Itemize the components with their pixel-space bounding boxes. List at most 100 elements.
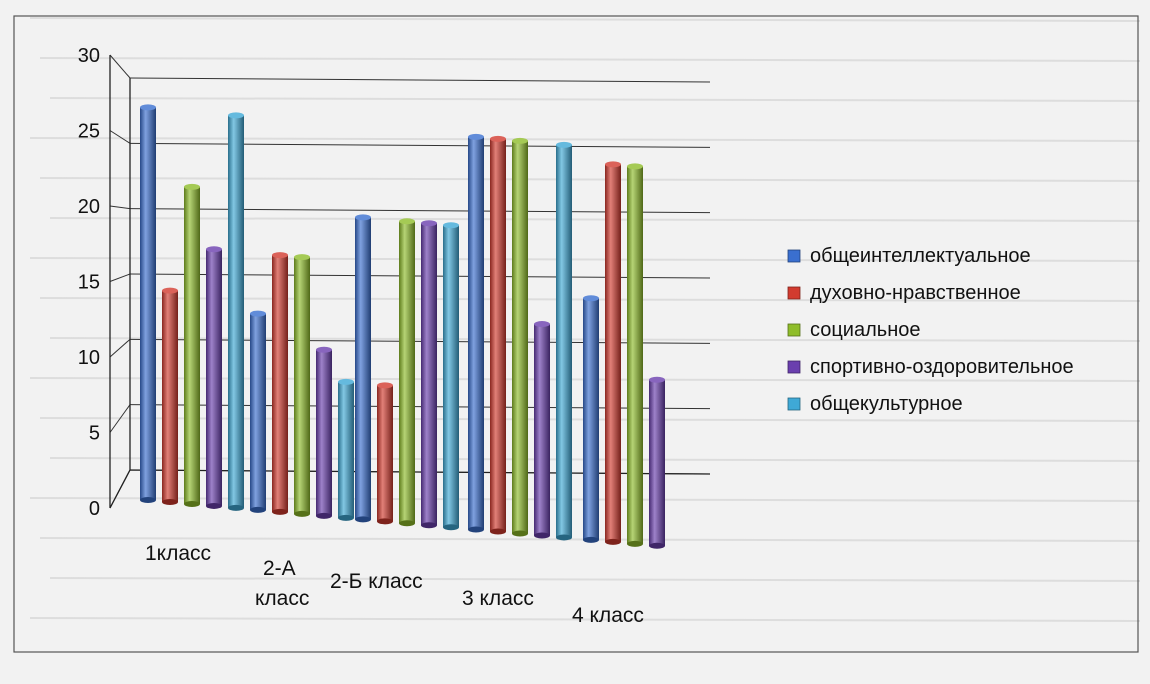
- bar: [377, 382, 393, 524]
- bar: [649, 377, 665, 549]
- bar: [421, 220, 437, 528]
- gridline-side: [110, 339, 130, 357]
- bar-body: [534, 324, 550, 535]
- bar-body: [490, 139, 506, 532]
- legend-swatch: [788, 398, 800, 410]
- legend-item: духовно-нравственное: [788, 282, 1021, 304]
- bar-body: [605, 164, 621, 541]
- bar-body: [228, 115, 244, 508]
- bar: [468, 134, 484, 533]
- legend-item: общекультурное: [788, 393, 963, 415]
- bar-bottom: [355, 516, 371, 522]
- bar-bottom: [294, 511, 310, 517]
- bar-top: [162, 288, 178, 294]
- bar-body: [556, 145, 572, 538]
- bar-body: [162, 291, 178, 502]
- bar-bottom: [206, 503, 222, 509]
- legend-item: общеинтеллектуальное: [788, 245, 1031, 267]
- bar-bottom: [250, 507, 266, 513]
- background-text-line: [30, 18, 1140, 21]
- gridline: [130, 143, 710, 147]
- gridline: [130, 209, 710, 213]
- y-tick-label: 25: [78, 121, 100, 143]
- bar: [272, 252, 288, 515]
- legend-swatch: [788, 287, 800, 299]
- legend: общеинтеллектуальное духовно-нравственное…: [788, 245, 1074, 415]
- background-text-line: [50, 98, 1140, 101]
- bar: [162, 288, 178, 505]
- y-tick-label: 20: [78, 196, 100, 218]
- bar-body: [294, 257, 310, 514]
- bar: [184, 184, 200, 507]
- legend-swatch: [788, 250, 800, 262]
- bar: [355, 214, 371, 522]
- y-tick-label: 30: [78, 45, 100, 67]
- bar-top: [583, 295, 599, 301]
- bar: [228, 112, 244, 511]
- bar-body: [399, 221, 415, 523]
- bar-top: [399, 218, 415, 224]
- bar-bottom: [468, 527, 484, 533]
- background-text-line: [30, 138, 1140, 141]
- bar-body: [649, 380, 665, 546]
- bar-top: [377, 382, 393, 388]
- bar-bottom: [512, 530, 528, 536]
- background-text-line: [50, 218, 1140, 221]
- bar-bottom: [272, 509, 288, 515]
- y-tick-label: 10: [78, 347, 100, 369]
- bar-top: [184, 184, 200, 190]
- legend-swatch: [788, 361, 800, 373]
- y-tick-label: 0: [89, 498, 100, 520]
- bar: [316, 347, 332, 519]
- bar-top: [355, 214, 371, 220]
- bar: [250, 311, 266, 513]
- gridline: [130, 78, 710, 82]
- legend-item: спортивно-оздоровительное: [788, 356, 1074, 378]
- bar-body: [443, 225, 459, 527]
- bar-body: [627, 166, 643, 544]
- legend-label: духовно-нравственное: [810, 282, 1021, 304]
- legend-item: социальное: [788, 319, 920, 341]
- bar-top: [512, 138, 528, 144]
- bar-top: [468, 134, 484, 140]
- bar-top: [206, 246, 222, 252]
- bar: [294, 254, 310, 517]
- bar-top: [649, 377, 665, 383]
- bar: [338, 379, 354, 521]
- bar-bottom: [399, 520, 415, 526]
- bar-bottom: [338, 515, 354, 521]
- bar-body: [316, 350, 332, 516]
- bar-top: [272, 252, 288, 258]
- bar: [627, 163, 643, 547]
- bar-bottom: [556, 534, 572, 540]
- x-tick-label: 4 класс: [572, 604, 644, 627]
- bar-bottom: [162, 499, 178, 505]
- background-text-line: [40, 178, 1140, 181]
- bar: [556, 142, 572, 541]
- x-tick-label: 2-Б класс: [330, 570, 423, 593]
- bar-bottom: [649, 543, 665, 549]
- x-axis: 1класс 2-А класс 2-Б класс 3 класс 4 класс: [145, 542, 644, 627]
- legend-label: социальное: [810, 319, 920, 341]
- y-tick-label: 5: [89, 423, 100, 445]
- bar-top: [605, 161, 621, 167]
- gridline-side: [110, 274, 130, 282]
- bar-bottom: [627, 541, 643, 547]
- bar: [399, 218, 415, 526]
- bar: [140, 104, 156, 503]
- bar: [605, 161, 621, 544]
- bar-body: [421, 223, 437, 525]
- bar-bottom: [443, 524, 459, 530]
- bar: [583, 295, 599, 543]
- bar-top: [228, 112, 244, 118]
- bar-bottom: [377, 518, 393, 524]
- bar-bottom: [316, 513, 332, 519]
- bars: [140, 104, 665, 548]
- bar-top: [338, 379, 354, 385]
- legend-label: общеинтеллектуальное: [810, 245, 1031, 267]
- bar: [490, 136, 506, 535]
- gridline-side: [110, 206, 130, 209]
- bar-body: [140, 107, 156, 500]
- bar-body: [583, 298, 599, 540]
